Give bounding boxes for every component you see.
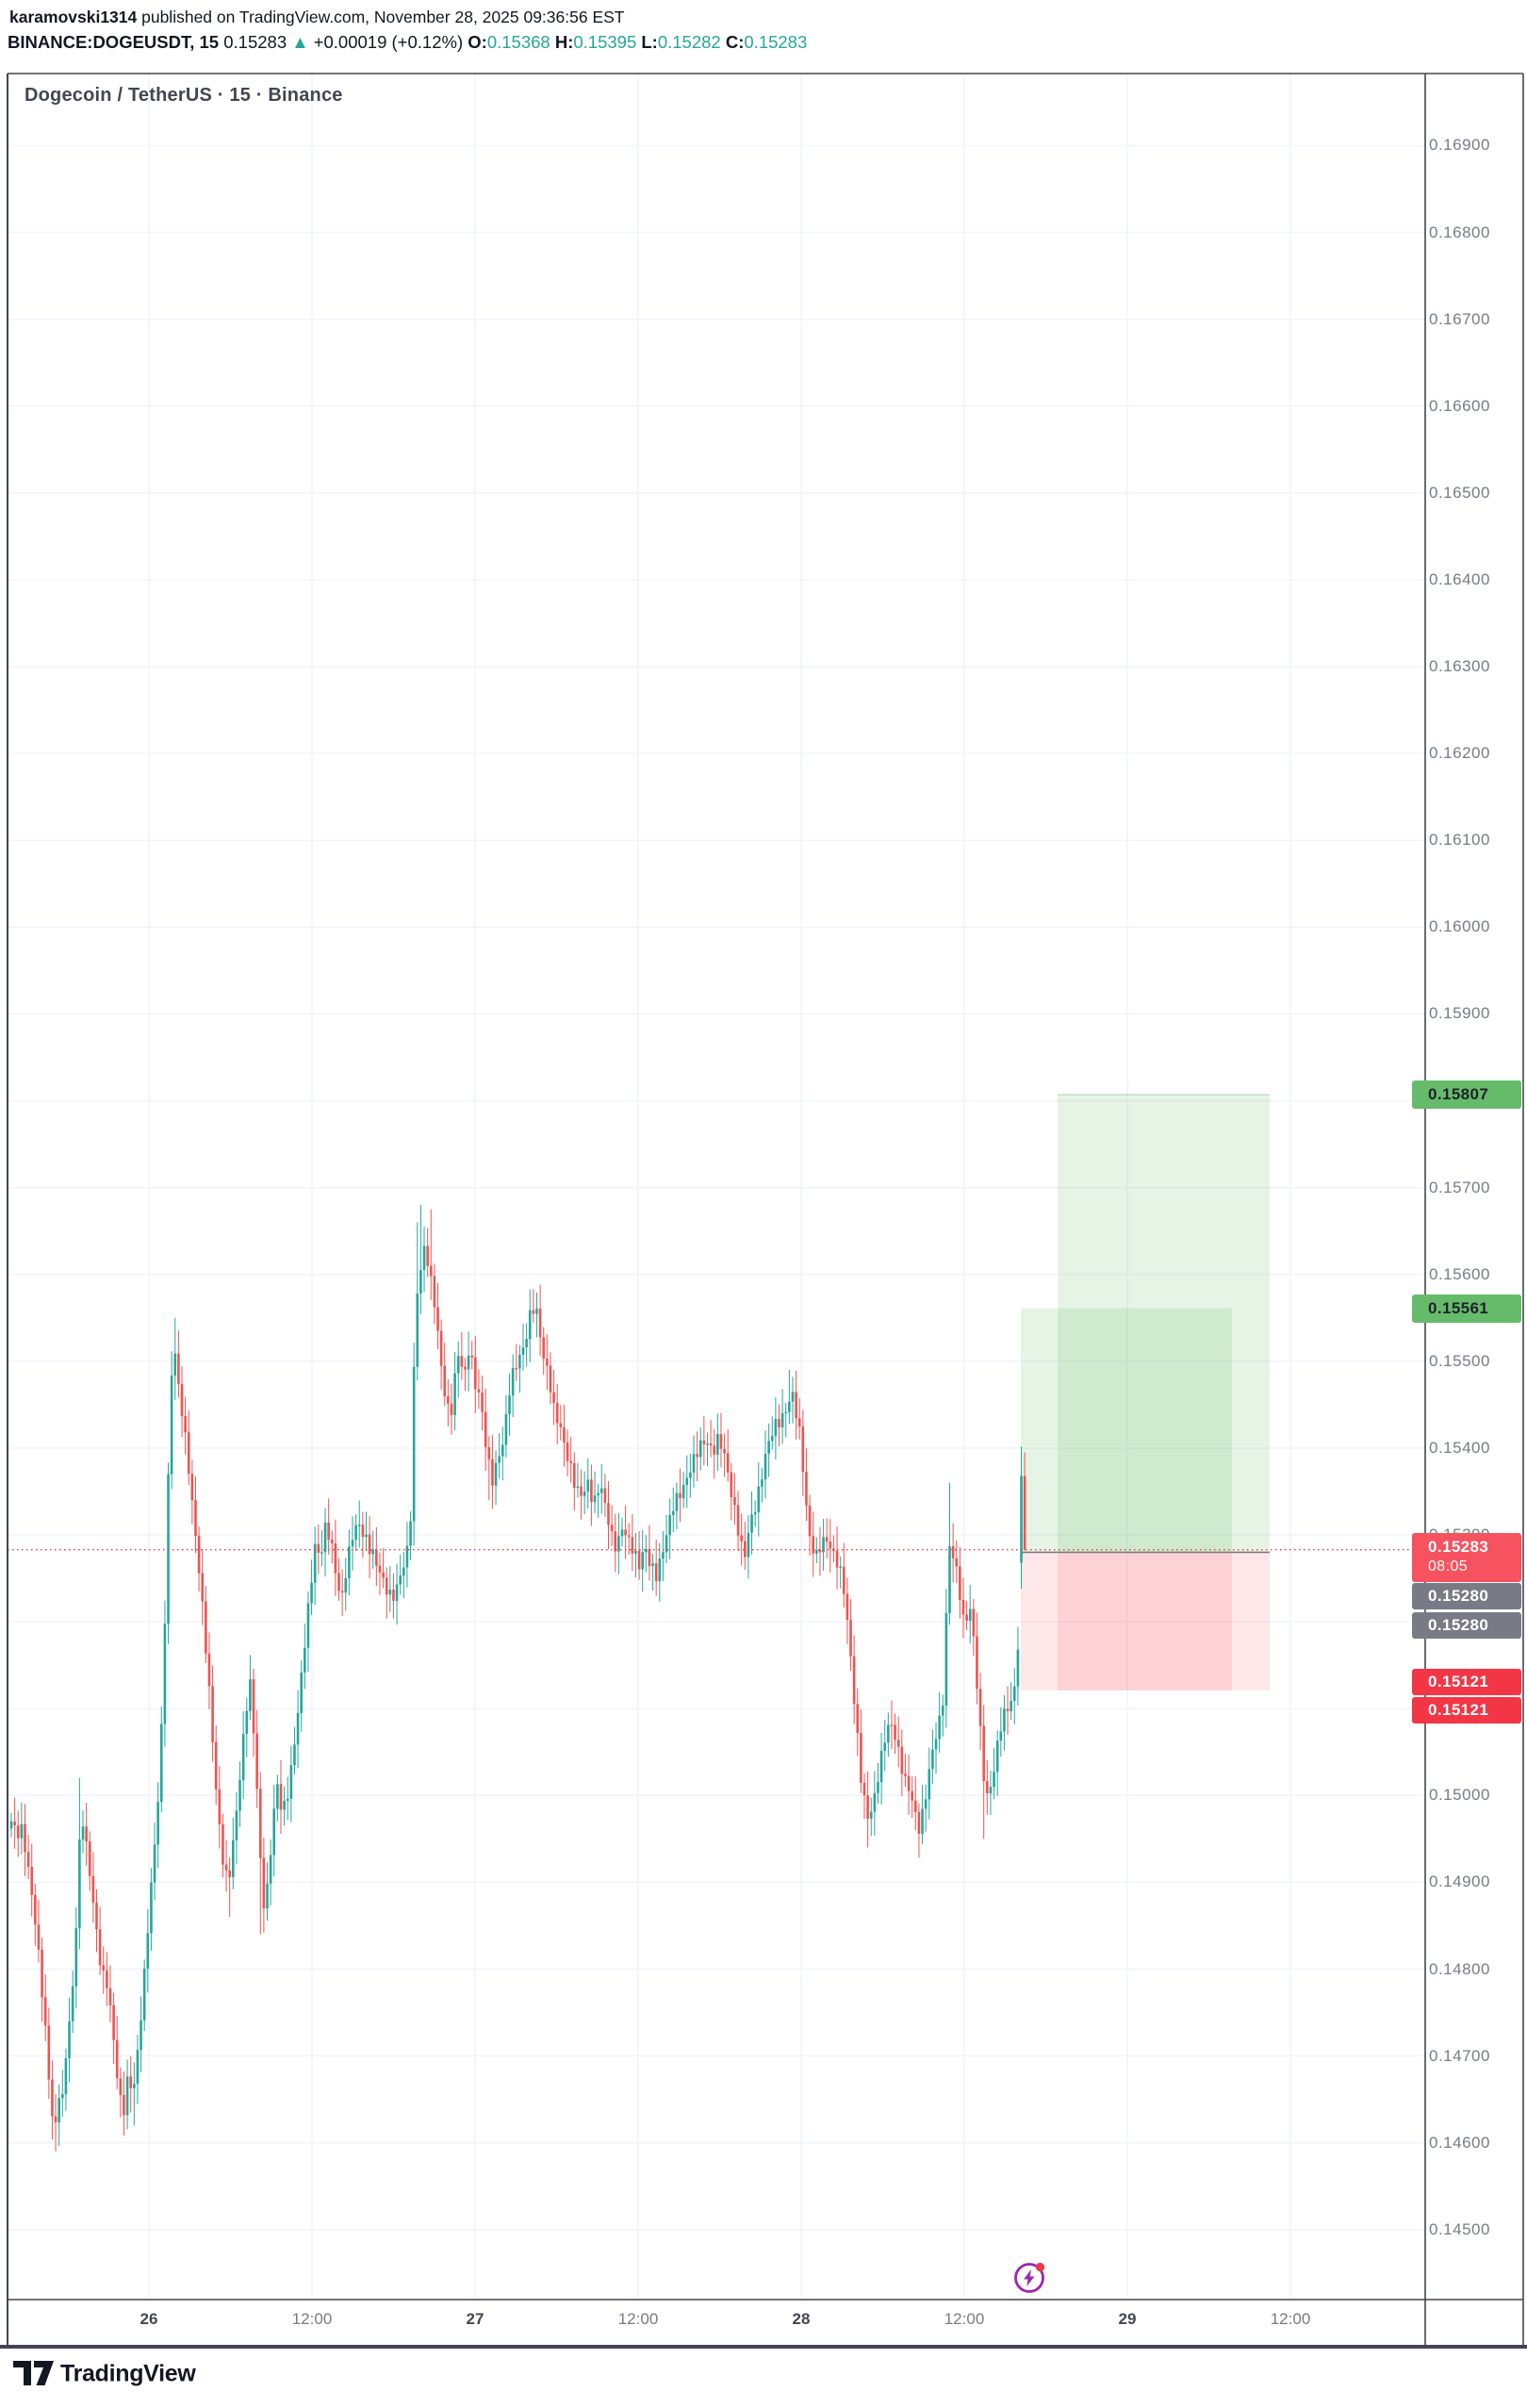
bar-countdown: 08:05: [1428, 1559, 1469, 1575]
entry-price-label: 0.15280: [1412, 1612, 1521, 1639]
price-tick-label: 0.15600: [1429, 1264, 1490, 1283]
time-tick-label: 28: [792, 2310, 811, 2328]
current-price-value: 0.15283: [1428, 1538, 1489, 1556]
price-tick-label: 0.15400: [1429, 1438, 1490, 1457]
loss-zone-2[interactable]: [1058, 1552, 1270, 1691]
price-tick-label: 0.14700: [1429, 2046, 1490, 2065]
price-tick-label: 0.16900: [1429, 136, 1490, 155]
time-tick-label: 12:00: [291, 2310, 333, 2328]
stop-loss-label: 0.15121: [1412, 1697, 1521, 1724]
price-tick-label: 0.16800: [1429, 223, 1490, 241]
price-tick-label: 0.16000: [1429, 917, 1490, 936]
ohlc-text: 0.15283: [744, 32, 808, 52]
entry-price-label: 0.15280: [1412, 1583, 1521, 1609]
take-profit-label: 0.15807: [1412, 1080, 1521, 1110]
price-tick-label: 0.14900: [1429, 1872, 1490, 1891]
ohlc-text: BINANCE:DOGEUSDT, 15: [8, 32, 220, 52]
lightning-bolt-icon: [1024, 2269, 1035, 2286]
tradingview-logo[interactable]: TradingView: [11, 2356, 238, 2397]
ohlc-text: ▲: [291, 32, 309, 52]
loss-zone-1[interactable]: [1021, 1552, 1232, 1691]
take-profit-label: 0.15561: [1412, 1294, 1521, 1323]
current-price-label: 0.15283 08:05: [1412, 1533, 1521, 1582]
profit-zone-2[interactable]: [1058, 1095, 1270, 1553]
ohlc-text: +0.00019 (+0.12%): [308, 32, 468, 52]
chart-legend-title: Dogecoin / TetherUS · 15 · Binance: [25, 85, 343, 106]
time-tick-label: 12:00: [1270, 2310, 1311, 2328]
price-tick-label: 0.14800: [1429, 1959, 1490, 1978]
lightning-stream-icon[interactable]: [1011, 2260, 1047, 2296]
price-tick-label: 0.15500: [1429, 1351, 1490, 1370]
price-tick-label: 0.15000: [1429, 1786, 1490, 1805]
time-tick-label: 29: [1118, 2310, 1137, 2328]
tradingview-wordmark: TradingView: [60, 2361, 196, 2387]
price-tick-label: 0.16400: [1429, 569, 1490, 588]
price-tick-label: 0.16600: [1429, 396, 1490, 415]
ohlc-text: 0.15283: [219, 32, 292, 52]
price-tick-label: 0.16100: [1429, 831, 1490, 849]
publish-info-text: published on TradingView.com, November 2…: [137, 8, 625, 26]
price-tick-label: 0.16700: [1429, 309, 1490, 328]
price-tick-label: 0.14600: [1429, 2133, 1490, 2152]
price-tick-label: 0.16300: [1429, 657, 1490, 675]
time-tick-label: 12:00: [944, 2310, 985, 2328]
time-tick-label: 27: [466, 2310, 484, 2328]
ohlc-text: 0.15395: [573, 32, 642, 52]
price-tick-label: 0.15900: [1429, 1004, 1490, 1023]
ohlc-text: 0.15282: [657, 32, 726, 52]
chart-border-bottom: [0, 2345, 1527, 2349]
notification-dot: [1035, 2262, 1045, 2272]
tradingview-mark-icon: [13, 2361, 54, 2385]
price-tick-label: 0.16200: [1429, 744, 1490, 763]
time-tick-label: 26: [140, 2310, 158, 2328]
stop-loss-label: 0.15121: [1412, 1669, 1521, 1695]
time-tick-label: 12:00: [617, 2310, 659, 2328]
ohlc-text: 0.15368: [486, 32, 555, 52]
ohlc-text: C:: [725, 32, 745, 52]
ohlc-text: H:: [554, 32, 574, 52]
profit-zone-1[interactable]: [1021, 1308, 1232, 1553]
publish-info-text: karamovski1314: [9, 8, 138, 26]
candlestick-series: [9, 1205, 1026, 2152]
ohlc-text: O:: [468, 32, 487, 52]
publish-info: karamovski1314 published on TradingView.…: [9, 8, 624, 27]
price-tick-label: 0.14500: [1429, 2219, 1490, 2238]
ohlc-text: L:: [641, 32, 658, 52]
price-tick-label: 0.15700: [1429, 1178, 1490, 1196]
symbol-ohlc-bar: BINANCE:DOGEUSDT, 15 0.15283 ▲ +0.00019 …: [8, 32, 807, 53]
price-tick-label: 0.16500: [1429, 483, 1490, 502]
